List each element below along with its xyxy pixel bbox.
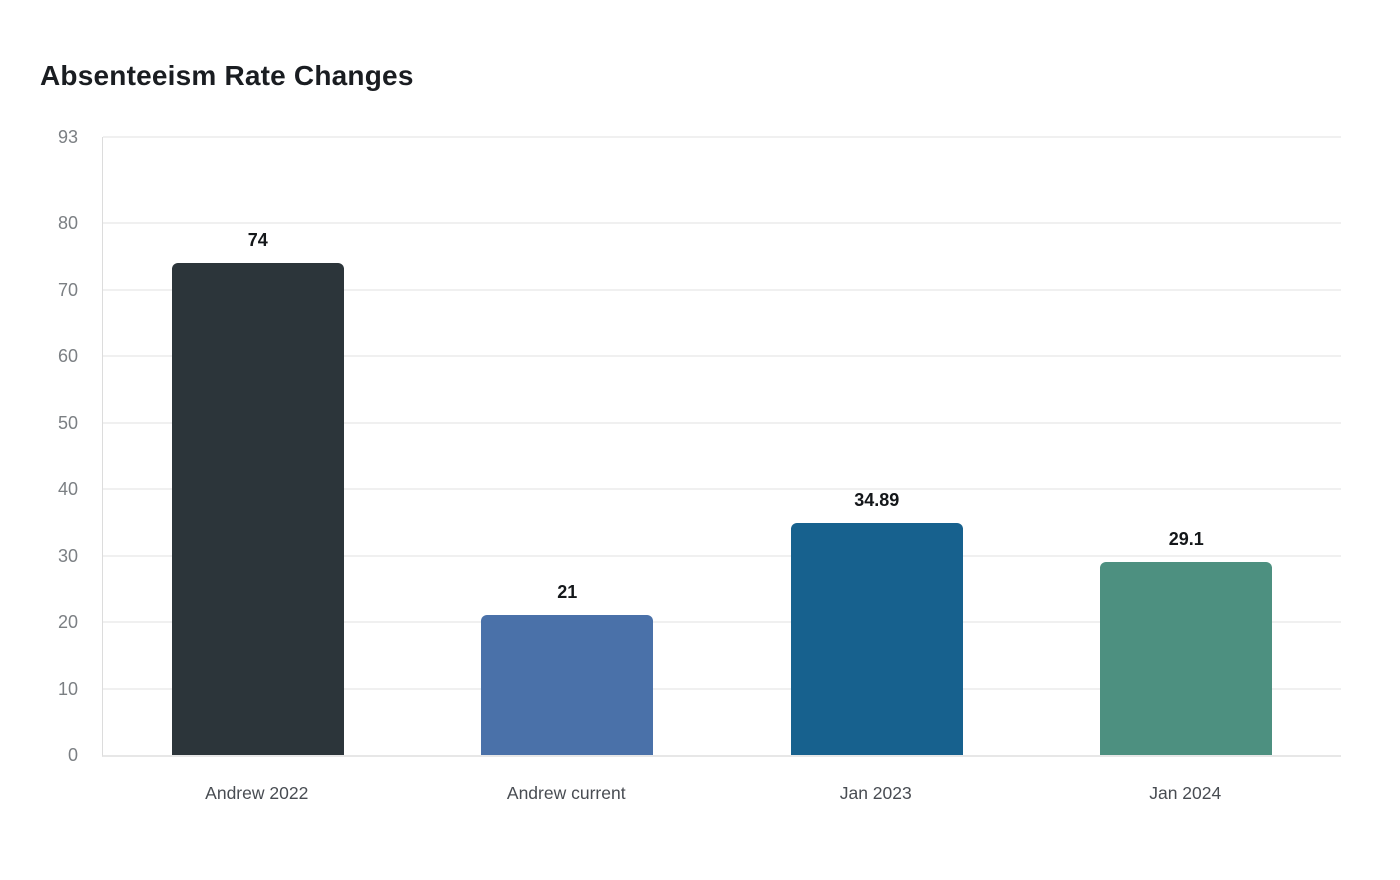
y-tick-label: 30: [57, 545, 78, 566]
y-tick-label: 10: [57, 678, 78, 699]
x-tick-label: Andrew 2022: [205, 783, 309, 803]
gridline: [103, 222, 1341, 225]
gridline: [103, 488, 1341, 491]
bar-value-label: 74: [247, 230, 268, 251]
gridline: [103, 136, 1341, 138]
x-tick-label: Jan 2023: [839, 783, 912, 803]
plot-area: 74 21 34.89 29.1: [102, 136, 1341, 757]
bar-value-label: 29.1: [1168, 528, 1204, 549]
gridline: [103, 355, 1341, 358]
y-tick-label: 20: [57, 612, 78, 633]
y-tick-label: 40: [57, 479, 78, 500]
x-tick-label: Andrew current: [506, 783, 626, 803]
gridline: [103, 421, 1341, 424]
bar-value-label: 34.89: [854, 490, 900, 511]
y-tick-label: 70: [57, 279, 78, 300]
y-tick-label: 60: [57, 346, 78, 367]
y-tick-label: 93: [57, 127, 78, 147]
x-tick-label: Jan 2024: [1149, 783, 1222, 803]
bar-jan-2023[interactable]: [790, 523, 963, 755]
bar-andrew-2022[interactable]: [171, 263, 344, 755]
y-tick-label: 0: [67, 745, 78, 765]
bar-value-label: 21: [557, 582, 578, 603]
y-tick-label: 80: [57, 213, 78, 234]
bar-andrew-current[interactable]: [481, 615, 654, 755]
gridline: [103, 554, 1341, 557]
gridline: [103, 687, 1341, 690]
chart-title: Absenteeism Rate Changes: [40, 60, 414, 91]
gridline: [103, 621, 1341, 624]
bar-jan-2024[interactable]: [1100, 561, 1273, 755]
y-tick-label: 50: [57, 412, 78, 433]
gridline: [103, 288, 1341, 291]
